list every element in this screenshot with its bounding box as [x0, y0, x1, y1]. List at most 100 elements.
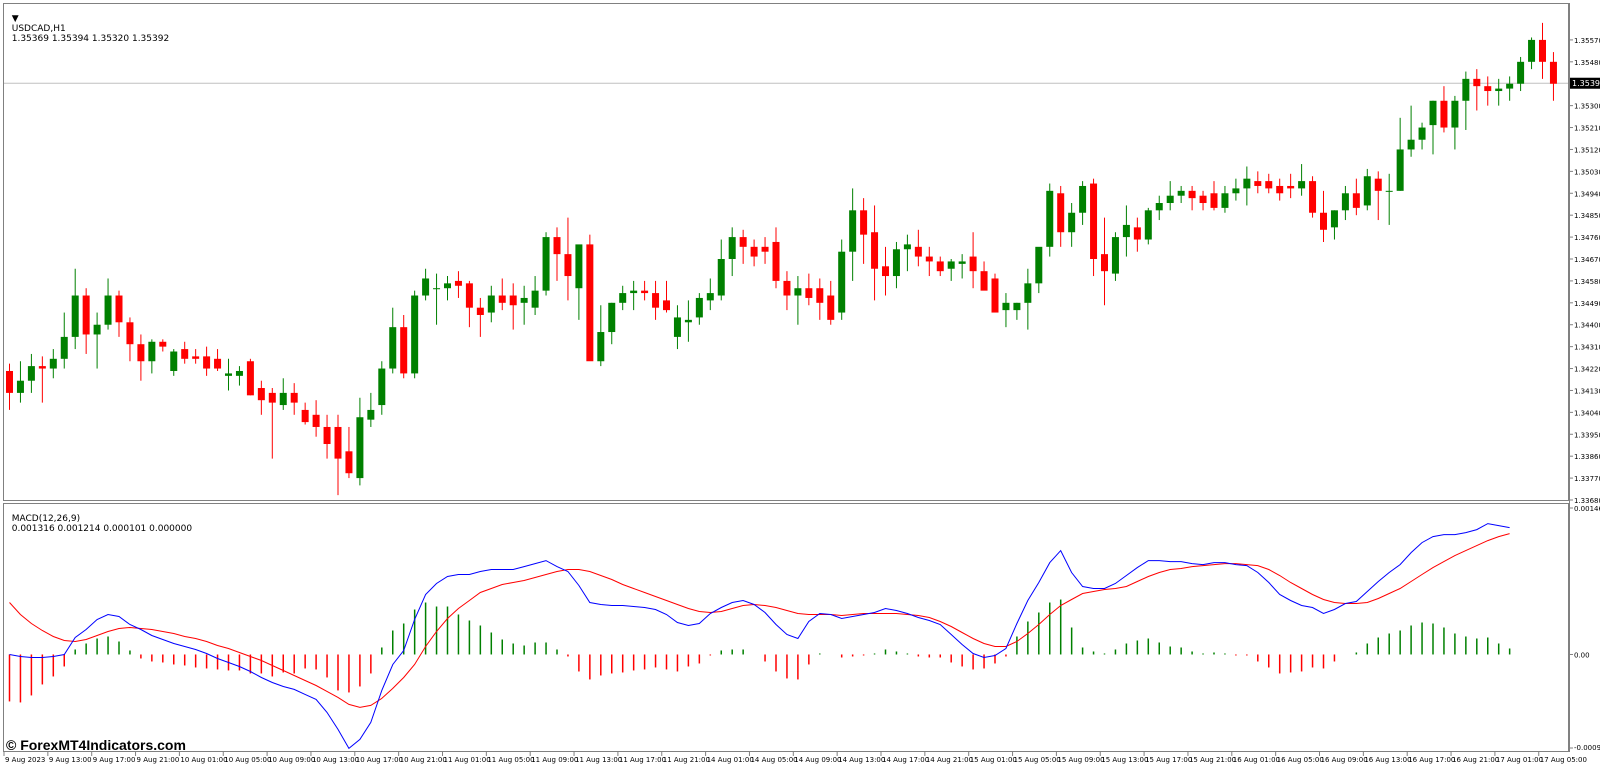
candle	[1320, 190, 1327, 242]
candle-body	[225, 373, 232, 376]
candle-body	[1440, 100, 1448, 128]
candle-body	[1484, 86, 1492, 92]
candle	[268, 388, 276, 459]
candle	[49, 349, 57, 379]
ohlc-values: 1.35369 1.35394 1.35320 1.35392	[11, 34, 170, 44]
candle	[816, 278, 824, 320]
candle-body	[903, 244, 911, 250]
candle-body	[1473, 78, 1481, 87]
candle-body	[1506, 83, 1514, 89]
candle-body	[60, 336, 68, 359]
candle-body	[717, 259, 725, 296]
candle-body	[93, 324, 101, 335]
candle-body	[1330, 210, 1338, 228]
price-tick-label: 1.34040	[1574, 409, 1600, 417]
candle	[1429, 100, 1437, 155]
candle-body	[1462, 78, 1470, 101]
candle-body	[1298, 181, 1306, 189]
candle	[16, 361, 24, 403]
time-tick-label: 11 Aug 17:00	[619, 756, 666, 764]
candle	[772, 227, 780, 289]
time-tick-label: 16 Aug 21:00	[1452, 756, 1499, 764]
candle-body	[1188, 190, 1196, 199]
candle	[465, 280, 473, 328]
candle-body	[1352, 193, 1360, 208]
macd-signal-line	[9, 533, 1510, 708]
candle	[619, 285, 627, 311]
candle-body	[334, 426, 342, 459]
time-tick-label: 11 Aug 01:00	[444, 756, 491, 764]
candle-body	[1341, 193, 1349, 211]
candle-body	[422, 278, 430, 296]
candle-body	[838, 251, 846, 313]
candle-body	[49, 358, 57, 369]
candle-body	[214, 358, 222, 369]
candle	[1396, 117, 1404, 191]
candle-body	[192, 356, 200, 359]
candle-body	[761, 246, 769, 252]
candle	[936, 256, 944, 277]
candle-body	[739, 237, 747, 247]
candle	[1495, 78, 1503, 106]
symbol-dropdown-icon[interactable]: ▼	[11, 14, 19, 24]
candle	[1298, 164, 1306, 196]
candle-body	[652, 293, 660, 308]
candle	[498, 278, 506, 311]
candle-body	[137, 344, 145, 362]
candle-body	[531, 290, 539, 308]
indicator-panel-frame[interactable]	[3, 503, 1569, 752]
indicator-tick-label: 0.00	[1574, 651, 1590, 659]
candle-body	[235, 370, 243, 376]
candle-body	[6, 370, 13, 393]
candle	[1221, 185, 1229, 213]
candle-body	[1002, 302, 1010, 311]
candle	[170, 349, 178, 376]
candle-body	[38, 366, 46, 369]
time-tick-label: 10 Aug 01:00	[180, 756, 227, 764]
candle-body	[1166, 195, 1174, 204]
candle-body	[1177, 190, 1185, 196]
candle	[71, 268, 79, 350]
candle	[761, 237, 769, 264]
candle	[1046, 183, 1054, 257]
time-tick-label: 16 Aug 13:00	[1364, 756, 1411, 764]
candle	[487, 285, 495, 323]
candle	[1254, 171, 1262, 194]
candle-body	[115, 295, 123, 323]
candle-body	[1320, 212, 1327, 230]
candle-body	[1385, 190, 1393, 192]
candle-body	[630, 290, 638, 294]
indicator-values: 0.001316 0.001214 0.000101 0.000000	[11, 524, 193, 534]
macd-histogram	[8, 599, 1511, 703]
candle-body	[1517, 61, 1525, 84]
candle-body	[564, 254, 572, 277]
candle	[137, 334, 145, 381]
candle-body	[1549, 61, 1557, 84]
candle-body	[356, 417, 364, 479]
candle	[104, 278, 112, 330]
candle	[597, 305, 605, 367]
candle	[203, 346, 211, 376]
candle	[1407, 105, 1415, 157]
candle	[1166, 181, 1174, 211]
candle-body	[882, 266, 889, 277]
time-tick-label: 10 Aug 05:00	[224, 756, 271, 764]
candle	[1024, 268, 1032, 330]
price-tick-label: 1.34670	[1574, 256, 1600, 264]
candle	[1155, 195, 1163, 221]
candle	[225, 358, 232, 391]
candle	[148, 339, 156, 374]
candle-body	[27, 366, 35, 381]
candle	[422, 268, 430, 301]
price-panel-frame[interactable]	[3, 3, 1569, 501]
candle	[1418, 122, 1426, 150]
candle-body	[1243, 178, 1251, 189]
macd-main-line	[9, 523, 1510, 750]
indicator-header: MACD(12,26,9) 0.001316 0.001214 0.000101…	[6, 504, 192, 534]
candle	[1363, 168, 1371, 211]
candle-body	[1013, 302, 1021, 311]
candle-body	[246, 361, 254, 396]
candle	[1101, 217, 1108, 306]
candle	[1276, 178, 1284, 201]
candle-body	[728, 237, 736, 259]
